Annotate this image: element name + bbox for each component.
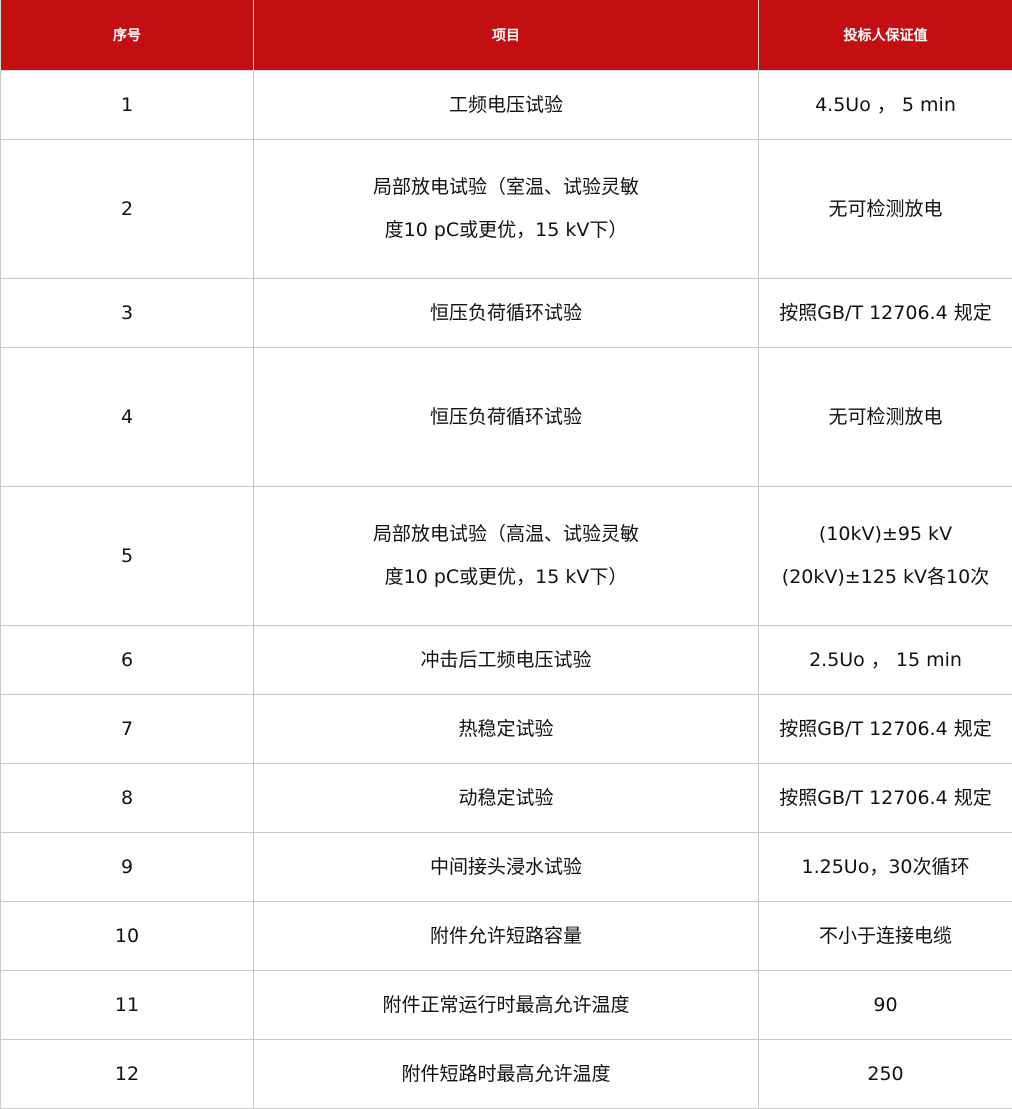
cell-no: 3 — [1, 279, 254, 348]
cell-value: 90 — [759, 971, 1012, 1040]
cell-item-line: 中间接头浸水试验 — [254, 846, 758, 889]
cell-item-line: 附件短路时最高允许温度 — [254, 1053, 758, 1096]
cell-value: 1.25Uo，30次循环 — [759, 833, 1012, 902]
cell-value: 2.5Uo ， 15 min — [759, 626, 1012, 695]
cell-item: 热稳定试验 — [254, 695, 759, 764]
cell-value: 按照GB/T 12706.4 规定 — [759, 764, 1012, 833]
cell-no: 11 — [1, 971, 254, 1040]
header-item: 项目 — [254, 0, 759, 71]
cell-item: 恒压负荷循环试验 — [254, 348, 759, 487]
cell-item-line: 恒压负荷循环试验 — [254, 292, 758, 335]
cell-value-line: 无可检测放电 — [759, 188, 1012, 231]
cell-item: 动稳定试验 — [254, 764, 759, 833]
cell-item-line: 冲击后工频电压试验 — [254, 639, 758, 682]
cell-value-line: 按照GB/T 12706.4 规定 — [759, 292, 1012, 335]
cell-item: 工频电压试验 — [254, 71, 759, 140]
cell-no: 8 — [1, 764, 254, 833]
cell-value-line: 无可检测放电 — [759, 396, 1012, 439]
cell-value: (10kV)±95 kV(20kV)±125 kV各10次 — [759, 487, 1012, 626]
cell-item: 冲击后工频电压试验 — [254, 626, 759, 695]
cell-item: 局部放电试验（室温、试验灵敏度10 pC或更优，15 kV下） — [254, 140, 759, 279]
cell-no: 1 — [1, 71, 254, 140]
cell-item: 附件短路时最高允许温度 — [254, 1040, 759, 1109]
cell-no: 12 — [1, 1040, 254, 1109]
cell-no: 10 — [1, 902, 254, 971]
header-row: 序号 项目 投标人保证值 — [1, 0, 1012, 71]
cell-value-line: 按照GB/T 12706.4 规定 — [759, 708, 1012, 751]
cell-no: 4 — [1, 348, 254, 487]
cell-item: 中间接头浸水试验 — [254, 833, 759, 902]
cell-value: 按照GB/T 12706.4 规定 — [759, 695, 1012, 764]
cell-item-line: 附件允许短路容量 — [254, 915, 758, 958]
header-no: 序号 — [1, 0, 254, 71]
cell-no: 2 — [1, 140, 254, 279]
cell-value-line: 250 — [759, 1053, 1012, 1096]
cell-no: 9 — [1, 833, 254, 902]
cell-item-line: 工频电压试验 — [254, 84, 758, 127]
cell-item-line: 热稳定试验 — [254, 708, 758, 751]
cell-item-line: 恒压负荷循环试验 — [254, 396, 758, 439]
cell-value-line: 4.5Uo ， 5 min — [759, 84, 1012, 127]
cell-value-line: (20kV)±125 kV各10次 — [759, 556, 1012, 599]
cell-item-line: 局部放电试验（室温、试验灵敏 — [254, 166, 758, 209]
header-value: 投标人保证值 — [759, 0, 1012, 71]
cell-no: 6 — [1, 626, 254, 695]
cell-no: 5 — [1, 487, 254, 626]
cell-item: 附件正常运行时最高允许温度 — [254, 971, 759, 1040]
cell-value: 按照GB/T 12706.4 规定 — [759, 279, 1012, 348]
cell-value: 不小于连接电缆 — [759, 902, 1012, 971]
cell-value: 无可检测放电 — [759, 348, 1012, 487]
cell-value-line: 1.25Uo，30次循环 — [759, 846, 1012, 889]
cell-item-line: 局部放电试验（高温、试验灵敏 — [254, 513, 758, 556]
cell-item-line: 度10 pC或更优，15 kV下） — [254, 209, 758, 252]
cell-no: 7 — [1, 695, 254, 764]
cell-value-line: 2.5Uo ， 15 min — [759, 639, 1012, 682]
cell-item: 附件允许短路容量 — [254, 902, 759, 971]
cell-value: 250 — [759, 1040, 1012, 1109]
cell-value-line: 按照GB/T 12706.4 规定 — [759, 777, 1012, 820]
cell-value-line: 不小于连接电缆 — [759, 915, 1012, 958]
cell-item: 恒压负荷循环试验 — [254, 279, 759, 348]
cell-item: 局部放电试验（高温、试验灵敏度10 pC或更优，15 kV下） — [254, 487, 759, 626]
cell-value-line: (10kV)±95 kV — [759, 513, 1012, 556]
cell-value: 无可检测放电 — [759, 140, 1012, 279]
cell-value-line: 90 — [759, 984, 1012, 1027]
cell-item-line: 附件正常运行时最高允许温度 — [254, 984, 758, 1027]
cell-item-line: 动稳定试验 — [254, 777, 758, 820]
cell-value: 4.5Uo ， 5 min — [759, 71, 1012, 140]
cell-item-line: 度10 pC或更优，15 kV下） — [254, 556, 758, 599]
